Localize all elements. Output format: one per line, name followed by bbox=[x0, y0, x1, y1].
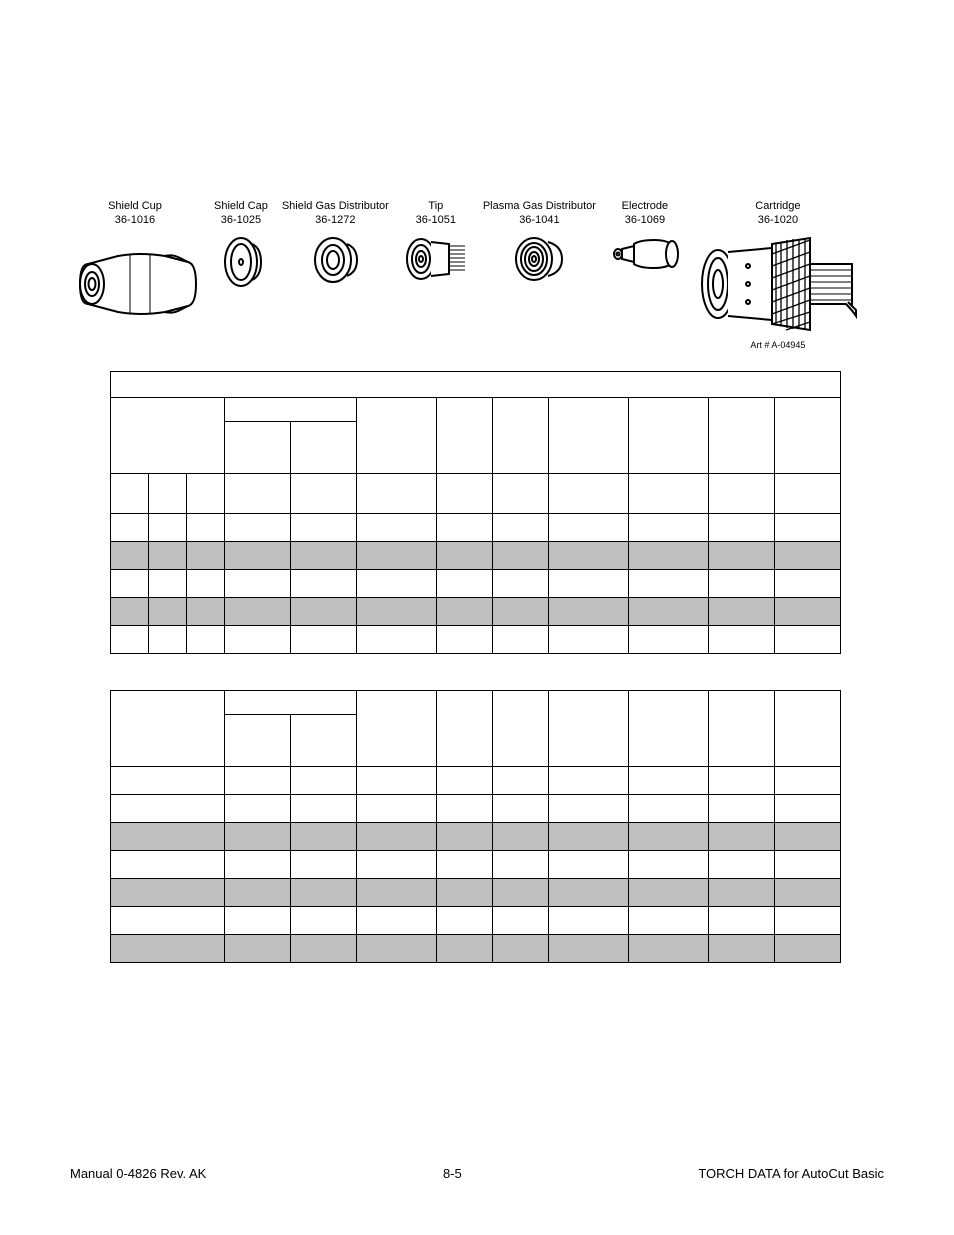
table-row bbox=[111, 541, 841, 569]
table-1 bbox=[110, 371, 841, 654]
table-row bbox=[111, 625, 841, 653]
plasma-gas-dist-icon bbox=[510, 234, 568, 284]
table-row bbox=[111, 569, 841, 597]
table-row bbox=[111, 878, 841, 906]
table-row bbox=[111, 513, 841, 541]
part-pn: 36-1025 bbox=[221, 214, 261, 226]
part-plasma-gas-dist: Plasma Gas Distributor 36-1041 bbox=[483, 200, 596, 284]
part-label: Shield Gas Distributor 36-1272 bbox=[282, 200, 389, 228]
part-name: Cartridge bbox=[755, 200, 800, 212]
part-label: Cartridge 36-1020 bbox=[755, 200, 800, 228]
part-name: Electrode bbox=[622, 200, 668, 212]
part-label: Electrode 36-1069 bbox=[622, 200, 668, 228]
part-name: Shield Cap bbox=[214, 200, 268, 212]
footer-right: TORCH DATA for AutoCut Basic bbox=[698, 1166, 884, 1181]
part-pn: 36-1016 bbox=[115, 214, 155, 226]
shield-cap-icon bbox=[217, 234, 265, 290]
parts-row: Shield Cup 36-1016 Shield Cap bbox=[70, 200, 884, 351]
table-2 bbox=[110, 690, 841, 963]
table-row bbox=[111, 766, 841, 794]
shield-cup-icon bbox=[70, 234, 200, 334]
part-pn: 36-1051 bbox=[416, 214, 456, 226]
table-row bbox=[111, 371, 841, 397]
tip-icon bbox=[403, 234, 469, 284]
table-row bbox=[111, 934, 841, 962]
part-tip: Tip 36-1051 bbox=[403, 200, 469, 284]
table-row bbox=[111, 690, 841, 714]
part-name: Shield Gas Distributor bbox=[282, 200, 389, 212]
part-name: Shield Cup bbox=[108, 200, 162, 212]
table-row bbox=[111, 906, 841, 934]
art-number: Art # A-04945 bbox=[750, 340, 805, 351]
page-footer: Manual 0-4826 Rev. AK 8-5 TORCH DATA for… bbox=[70, 1166, 884, 1181]
part-electrode: Electrode 36-1069 bbox=[610, 200, 680, 274]
table-row bbox=[111, 597, 841, 625]
part-label: Shield Cup 36-1016 bbox=[108, 200, 162, 228]
part-label: Tip 36-1051 bbox=[416, 200, 456, 228]
part-pn: 36-1041 bbox=[519, 214, 559, 226]
part-shield-cap: Shield Cap 36-1025 bbox=[214, 200, 268, 290]
shield-gas-dist-icon bbox=[309, 234, 361, 286]
electrode-icon bbox=[610, 234, 680, 274]
part-label: Plasma Gas Distributor 36-1041 bbox=[483, 200, 596, 228]
part-pn: 36-1069 bbox=[625, 214, 665, 226]
table-row bbox=[111, 822, 841, 850]
table-row bbox=[111, 794, 841, 822]
cartridge-icon bbox=[698, 234, 858, 334]
table-row bbox=[111, 473, 841, 513]
part-name: Tip bbox=[428, 200, 443, 212]
page: Shield Cup 36-1016 Shield Cap bbox=[0, 0, 954, 1235]
part-name: Plasma Gas Distributor bbox=[483, 200, 596, 212]
part-cartridge: Cartridge 36-1020 bbox=[698, 200, 858, 351]
part-label: Shield Cap 36-1025 bbox=[214, 200, 268, 228]
part-pn: 36-1020 bbox=[758, 214, 798, 226]
footer-center: 8-5 bbox=[443, 1166, 462, 1181]
table-row bbox=[111, 397, 841, 421]
part-pn: 36-1272 bbox=[315, 214, 355, 226]
table-row bbox=[111, 850, 841, 878]
part-shield-gas-dist: Shield Gas Distributor 36-1272 bbox=[282, 200, 389, 286]
part-shield-cup: Shield Cup 36-1016 bbox=[70, 200, 200, 334]
footer-left: Manual 0-4826 Rev. AK bbox=[70, 1166, 206, 1181]
